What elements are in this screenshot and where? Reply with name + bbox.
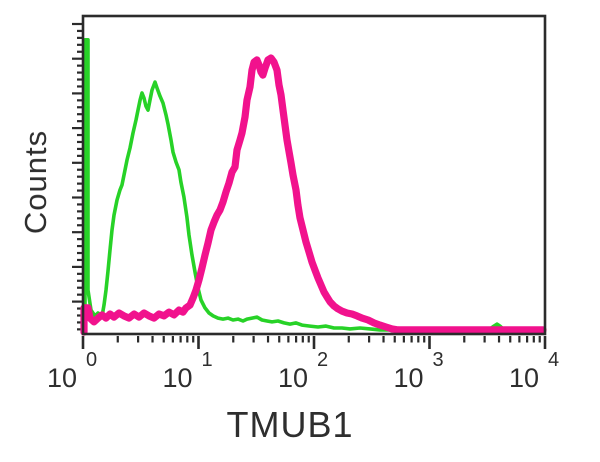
tmub1-pink-curve xyxy=(80,54,547,336)
x-tick-exponent: 3 xyxy=(432,349,444,371)
x-tick-exponent: 4 xyxy=(548,349,560,371)
y-axis-label: Counts xyxy=(18,129,53,235)
x-tick-base: 10 xyxy=(393,363,424,393)
x-tick-exponent: 0 xyxy=(86,349,98,371)
x-tick-label-10e4: 10 4 xyxy=(509,350,559,393)
x-tick-label-10e2: 10 2 xyxy=(278,350,328,393)
x-tick-base: 10 xyxy=(509,363,540,393)
x-tick-base: 10 xyxy=(278,363,309,393)
x-tick-label-10e3: 10 3 xyxy=(393,350,444,393)
y-axis-ticks xyxy=(72,22,83,331)
x-tick-base: 10 xyxy=(162,363,193,393)
x-axis-ticks xyxy=(81,336,547,349)
x-tick-base: 10 xyxy=(47,363,78,393)
green-control-curve xyxy=(83,37,546,334)
plot-frame xyxy=(81,14,547,336)
x-tick-label-10e0: 10 0 xyxy=(47,350,97,393)
x-axis-label: TMUB1 xyxy=(226,404,354,445)
x-tick-exponent: 2 xyxy=(317,349,329,371)
x-tick-exponent: 1 xyxy=(201,349,213,371)
x-tick-label-10e1: 10 1 xyxy=(162,350,213,393)
